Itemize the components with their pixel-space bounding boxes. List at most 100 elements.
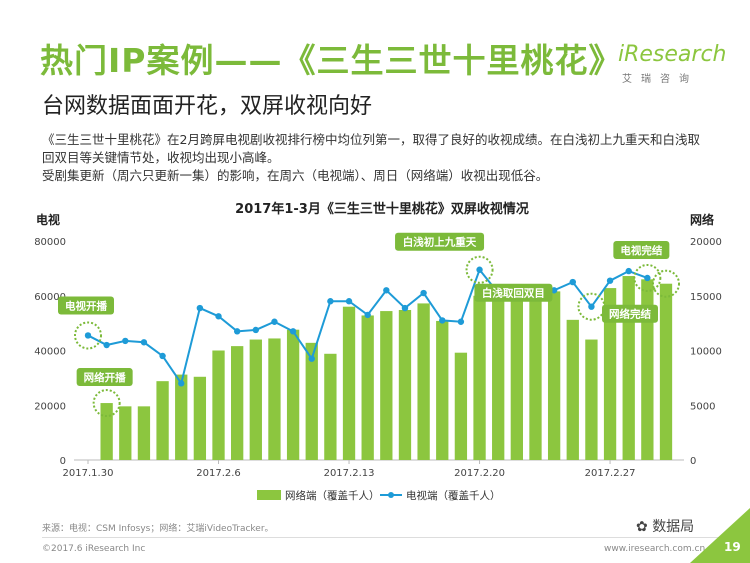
point-tv xyxy=(178,380,185,387)
bar-network xyxy=(510,293,523,460)
bar-network xyxy=(622,276,635,460)
point-tv xyxy=(215,313,222,320)
point-tv xyxy=(401,304,409,312)
bar-network xyxy=(492,299,505,460)
bar-network xyxy=(659,283,673,460)
description-line: 《三生三世十里桃花》在2月跨屏电视剧收视排行榜中均位列第一，取得了良好的收视成绩… xyxy=(42,132,700,147)
point-tv xyxy=(140,339,148,346)
point-tv xyxy=(588,303,595,310)
annotation-label: 电视开播 xyxy=(65,299,107,312)
x-tick-label: 2017.2.6 xyxy=(196,468,241,479)
description-line: 受剧集更新（周六只更新一集）的影响，在周六（电视端）、周日（网络端）收视出现低谷… xyxy=(42,168,549,183)
page-number: 19 xyxy=(724,540,741,554)
point-tv xyxy=(271,318,278,325)
page-title: 热门IP案例——《三生三世十里桃花》 xyxy=(40,41,623,80)
x-tick-label: 2017.1.30 xyxy=(63,468,114,479)
legend-swatch-network xyxy=(257,490,281,500)
bar-network xyxy=(529,301,542,460)
annotation-label: 白浅初上九重天 xyxy=(403,236,477,249)
annotation-box xyxy=(76,368,133,387)
y-right-tick-label: 10000 xyxy=(690,347,722,358)
point-tv xyxy=(327,298,334,305)
annotation-box xyxy=(613,240,670,259)
annotation-label: 网络完结 xyxy=(609,308,651,321)
point-tv xyxy=(103,341,110,349)
y-right-tick-label: 20000 xyxy=(690,237,722,248)
bar-network xyxy=(100,403,113,460)
bar-network xyxy=(231,346,244,460)
footer-divider xyxy=(42,537,722,538)
bar-network xyxy=(603,288,617,460)
bar-network xyxy=(641,279,654,460)
x-tick-label: 2017.2.27 xyxy=(585,468,636,479)
y-left-tick-label: 0 xyxy=(60,456,66,467)
point-tv xyxy=(345,298,353,305)
annotation-highlight xyxy=(652,269,680,298)
point-tv xyxy=(476,266,483,273)
description-line: 回双目等关键情节处，收视均出现小高峰。 xyxy=(42,150,280,165)
annotation-box xyxy=(602,304,658,323)
bar-network xyxy=(119,406,132,460)
annotation-box xyxy=(58,296,114,315)
point-tv xyxy=(550,287,558,294)
bar-network xyxy=(436,320,449,460)
annotation-box xyxy=(395,232,485,251)
site-url: www.iresearch.com.cn xyxy=(604,544,706,554)
point-tv xyxy=(196,304,204,312)
bar-network xyxy=(249,339,262,460)
point-tv xyxy=(122,337,129,345)
bar-network xyxy=(547,291,561,460)
description: 《三生三世十里桃花》在2月跨屏电视剧收视排行榜中均位列第一，取得了良好的收视成绩… xyxy=(42,131,742,185)
x-tick-label: 2017.2.20 xyxy=(454,468,505,479)
left-axis-label: 电视 xyxy=(36,212,60,227)
bar-network xyxy=(305,342,318,460)
bar-network xyxy=(398,309,412,460)
point-tv xyxy=(289,328,297,335)
point-tv xyxy=(383,287,390,294)
annotation-label: 电视完结 xyxy=(620,244,662,257)
point-tv xyxy=(84,332,92,339)
bar-network xyxy=(342,306,356,460)
page-subtitle: 台网数据面面开花，双屏收视向好 xyxy=(42,94,373,119)
iresearch-logo: iResearch 艾瑞咨询 xyxy=(618,38,727,86)
legend-label-tv: 电视端（覆盖千人） xyxy=(406,489,501,502)
chart-title: 2017年1-3月《三生三世十里桃花》双屏收视情况 xyxy=(235,201,529,217)
wechat-icon: ✿ xyxy=(636,519,653,535)
annotation-box xyxy=(474,283,553,302)
legend-swatch-tv-dot xyxy=(388,492,394,498)
legend-label-network: 网络端（覆盖千人） xyxy=(285,489,380,502)
point-tv xyxy=(252,326,260,334)
bar-network xyxy=(473,295,486,460)
y-right-tick-label: 0 xyxy=(690,456,696,467)
logo-text: iResearch xyxy=(618,42,727,67)
right-axis-label: 网络 xyxy=(690,212,714,227)
bar-network xyxy=(286,329,300,460)
bar-network xyxy=(566,319,579,460)
y-left-tick-label: 40000 xyxy=(34,347,66,358)
point-tv xyxy=(625,267,632,275)
logo-subtext: 艾瑞咨询 xyxy=(622,74,698,85)
y-left-tick-label: 80000 xyxy=(34,237,66,248)
watermark: ✿ 数据局 xyxy=(636,516,694,536)
annotation-label: 白浅取回双目 xyxy=(482,287,545,300)
point-tv xyxy=(159,352,166,360)
bar-network xyxy=(268,338,281,460)
y-right-tick-label: 5000 xyxy=(690,401,715,412)
x-tick-label: 2017.2.13 xyxy=(324,468,375,479)
bar-network xyxy=(417,303,430,460)
bar-network xyxy=(585,339,598,460)
point-tv xyxy=(420,289,427,297)
bar-network xyxy=(175,374,188,460)
bar-network xyxy=(156,381,169,460)
y-left-tick-label: 60000 xyxy=(34,292,66,303)
annotation-highlight xyxy=(74,321,102,350)
annotation-highlight xyxy=(465,255,494,284)
bar-network xyxy=(380,311,393,460)
point-tv xyxy=(606,277,614,284)
corner-decoration xyxy=(690,508,750,563)
annotation-highlight xyxy=(92,389,121,418)
point-tv xyxy=(364,311,371,319)
point-tv xyxy=(439,317,446,324)
bar-network xyxy=(212,350,225,460)
